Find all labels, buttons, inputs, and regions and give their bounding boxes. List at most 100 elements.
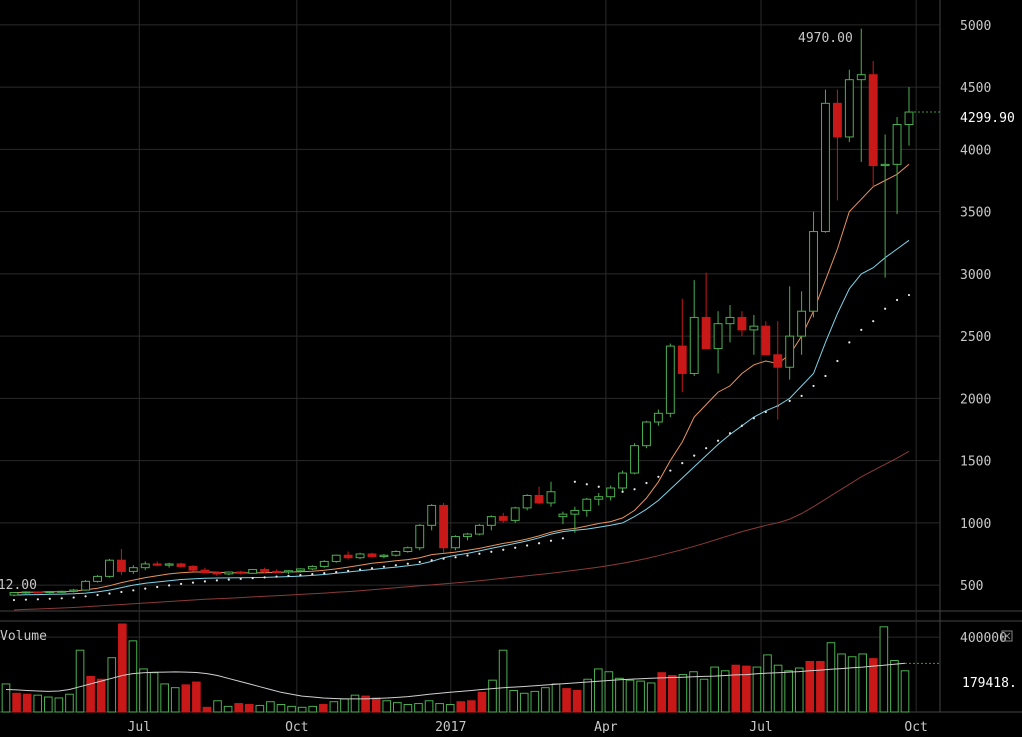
candle-body — [653, 412, 663, 423]
high-price-label: 4970.00 — [798, 31, 853, 46]
candle-body — [892, 123, 902, 165]
candle — [45, 591, 55, 594]
volume-bar — [900, 670, 910, 713]
candle — [427, 504, 437, 531]
sar-dot — [752, 417, 755, 420]
candlestick-series[interactable] — [9, 28, 914, 597]
volume-bar — [763, 654, 772, 713]
volume-bar — [382, 700, 392, 713]
price-tick-label: 4000 — [960, 143, 991, 158]
volume-bar — [668, 674, 677, 713]
volume-bars[interactable] — [1, 623, 940, 713]
candle — [248, 568, 258, 574]
sar-dot — [203, 580, 207, 583]
candle-body — [510, 507, 520, 521]
close-panel-icon[interactable] — [1001, 630, 1013, 642]
candle-body — [677, 345, 687, 374]
sar-dot — [573, 480, 576, 483]
candle — [236, 570, 246, 575]
sar-dot — [370, 567, 374, 570]
volume-bar — [657, 672, 667, 713]
candle — [474, 524, 484, 536]
volume-bar — [509, 689, 518, 713]
candle-body — [295, 568, 305, 572]
candle-body — [343, 554, 353, 559]
candle — [713, 311, 723, 374]
volume-bar — [329, 701, 339, 713]
volume-last-label: 179418. — [962, 676, 1017, 691]
volume-bar — [266, 701, 275, 713]
sar-dot — [84, 595, 87, 598]
candle-body — [904, 111, 914, 125]
volume-bar — [890, 660, 899, 713]
volume-bar — [276, 704, 286, 713]
volume-bar — [593, 668, 603, 713]
volume-bar — [773, 664, 783, 713]
candle — [761, 321, 771, 356]
candle — [689, 280, 699, 376]
candle-body — [331, 554, 341, 562]
volume-bar — [488, 679, 497, 713]
candle-body — [33, 591, 43, 594]
candle-body — [152, 563, 162, 566]
candle — [665, 343, 675, 418]
candle-body — [809, 231, 818, 312]
candle-body — [128, 567, 138, 572]
volume-bar — [572, 689, 582, 713]
price-tick-label: 5000 — [960, 19, 991, 34]
candle — [152, 561, 162, 567]
candle-body — [713, 323, 723, 350]
candle-body — [701, 316, 711, 350]
candle — [57, 590, 67, 593]
sar-dot — [323, 572, 326, 575]
volume-bar — [96, 678, 106, 713]
sar-dot — [537, 542, 541, 545]
sar-dot — [215, 579, 218, 582]
volume-bar — [646, 682, 656, 713]
sar-dot — [454, 556, 457, 559]
candle-body — [606, 487, 616, 498]
volume-bar — [583, 678, 593, 713]
candle — [415, 524, 425, 551]
volume-bar — [541, 687, 550, 713]
price-tick-label: 3000 — [960, 268, 991, 283]
candle — [534, 486, 544, 505]
volume-bar — [308, 705, 318, 713]
candle — [749, 314, 759, 355]
candle — [272, 569, 281, 574]
candle — [677, 298, 687, 393]
candle — [892, 117, 902, 215]
sar-dot — [561, 537, 565, 540]
candle — [785, 286, 795, 380]
candle — [522, 494, 532, 511]
volume-bar — [33, 694, 43, 713]
sar-dot — [872, 320, 875, 323]
candle-body — [439, 504, 449, 549]
grid-lines — [0, 0, 1022, 713]
volume-bar — [65, 693, 74, 713]
candle-body — [797, 310, 807, 337]
candle — [200, 567, 210, 574]
candle — [164, 562, 174, 568]
volume-bar — [22, 693, 32, 713]
sar-dot — [108, 592, 111, 595]
candle-body — [69, 589, 79, 592]
last-price-label: 4299.90 — [960, 111, 1015, 126]
candle-body — [272, 570, 281, 573]
candle-body — [856, 74, 866, 81]
volume-bar — [858, 653, 868, 713]
volume-bar — [160, 683, 169, 713]
sar-dot — [895, 298, 899, 302]
candle — [844, 69, 854, 142]
volume-bar — [139, 668, 148, 713]
candle-body — [844, 79, 854, 138]
candle-body — [176, 563, 186, 567]
candle-body — [212, 572, 222, 575]
volume-bar — [826, 642, 836, 713]
price-tick-label: 1500 — [960, 455, 991, 470]
candle — [21, 591, 31, 594]
candle-body — [689, 316, 699, 374]
volume-bar — [361, 695, 370, 713]
